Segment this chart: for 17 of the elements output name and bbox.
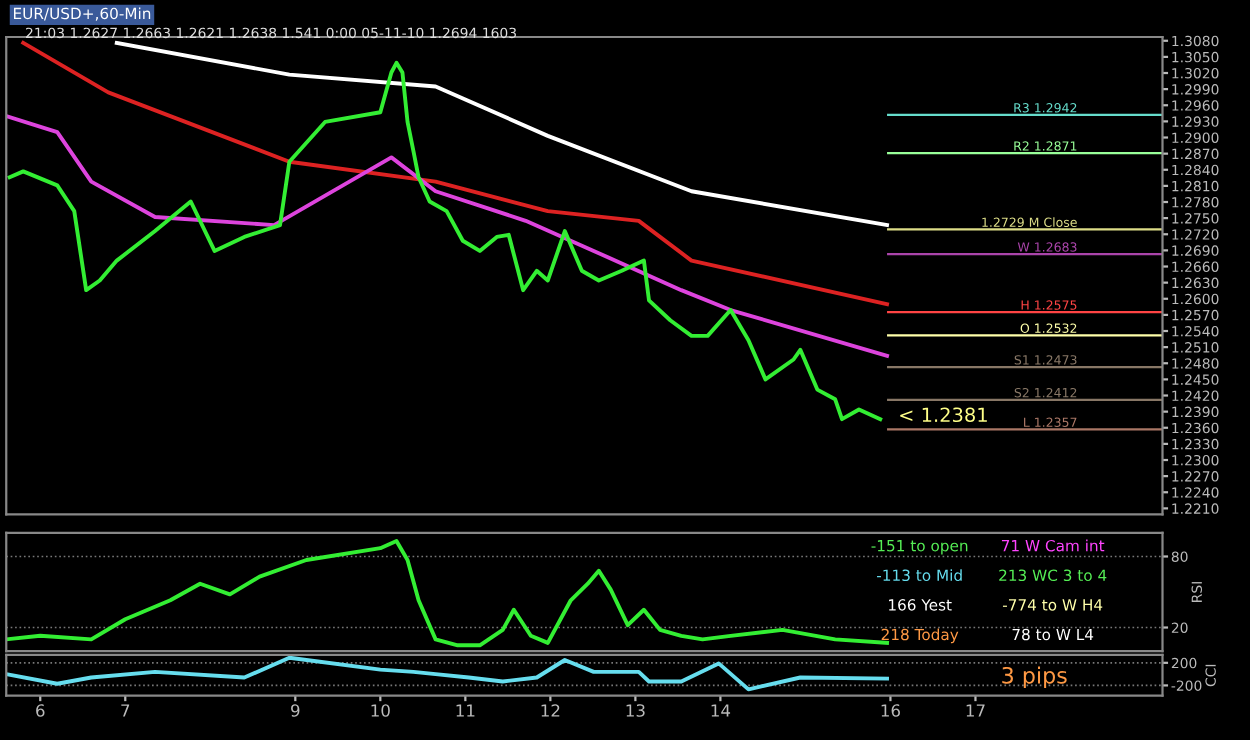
x-tick-label: 6 [36, 704, 45, 717]
line-series [6, 655, 889, 692]
x-tick-label: 7 [121, 704, 130, 717]
line-series [21, 40, 889, 307]
x-tick-label: 17 [966, 704, 985, 717]
x-tick-label: 16 [881, 704, 900, 717]
line-series [7, 60, 883, 422]
line-series [6, 114, 889, 358]
x-tick-label: 9 [291, 704, 300, 717]
x-tick-label: 12 [541, 704, 560, 717]
x-tick-label: 14 [711, 704, 731, 717]
annotation: 3 pips [1002, 666, 1067, 689]
x-tick-label: 10 [371, 704, 390, 717]
annotation: < 1.2381 [900, 407, 987, 423]
line-series [114, 40, 889, 228]
x-tick-label: 13 [626, 704, 645, 717]
x-tick-label: 11 [456, 704, 475, 717]
